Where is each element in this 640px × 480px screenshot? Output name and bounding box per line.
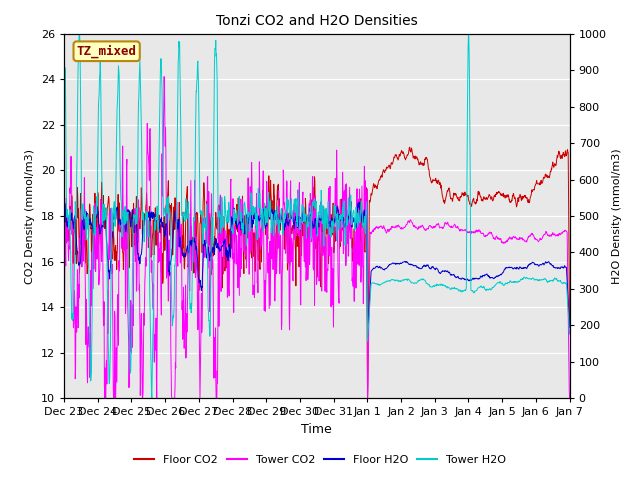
Text: TZ_mixed: TZ_mixed [77,45,137,58]
Legend: Floor CO2, Tower CO2, Floor H2O, Tower H2O: Floor CO2, Tower CO2, Floor H2O, Tower H… [130,451,510,469]
Y-axis label: CO2 Density (mmol/m3): CO2 Density (mmol/m3) [25,148,35,284]
Title: Tonzi CO2 and H2O Densities: Tonzi CO2 and H2O Densities [216,14,418,28]
X-axis label: Time: Time [301,423,332,436]
Y-axis label: H2O Density (mmol/m3): H2O Density (mmol/m3) [612,148,622,284]
